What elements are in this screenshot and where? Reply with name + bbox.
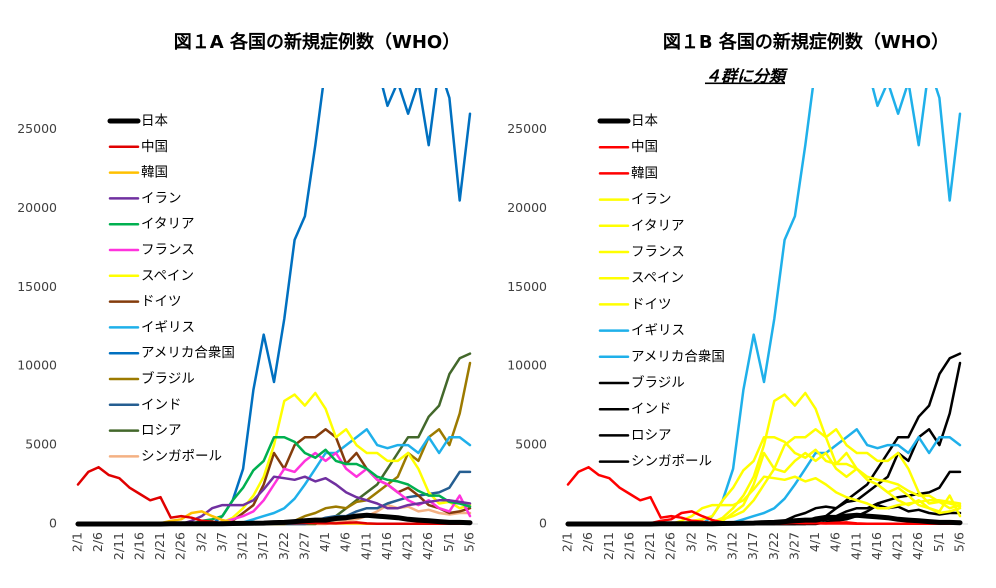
x-tick-label: 5/1	[931, 532, 946, 552]
y-tick-label: 25000	[17, 121, 57, 136]
x-tick-label: 4/21	[400, 532, 415, 560]
series-line	[565, 512, 963, 527]
y-tick-label: 0	[539, 516, 547, 531]
x-tick-label: 2/16	[621, 532, 636, 560]
y-tick-label: 10000	[17, 358, 57, 373]
legend-label: ロシア	[631, 427, 672, 443]
x-tick-label: 3/17	[255, 532, 270, 560]
legend-label: 韓国	[141, 165, 168, 181]
x-tick-label: 3/12	[235, 532, 250, 560]
x-tick-label: 4/26	[910, 532, 925, 560]
x-tick-label: 3/17	[745, 532, 760, 560]
x-tick-label: 5/6	[462, 532, 477, 552]
legend-label: イギリス	[141, 319, 195, 335]
x-tick-label: 4/11	[358, 532, 373, 560]
x-tick-label: 2/16	[131, 532, 146, 560]
x-tick-label: 5/6	[952, 532, 967, 552]
legend-label: スペイン	[141, 268, 194, 284]
y-tick-label: 5000	[25, 437, 57, 452]
legend-label: 中国	[141, 139, 168, 155]
legend-label: フランス	[141, 242, 195, 258]
x-tick-label: 3/7	[704, 532, 719, 552]
legend-label: インド	[631, 401, 672, 417]
x-tick-label: 3/2	[683, 532, 698, 552]
chart-subtitle: ４群に分類	[705, 67, 788, 86]
legend-label: アメリカ合衆国	[631, 349, 725, 365]
x-tick-label: 2/26	[173, 532, 188, 560]
y-tick-label: 20000	[507, 200, 547, 215]
legend-label: イタリア	[141, 216, 194, 232]
legend-label: ブラジル	[631, 374, 685, 391]
x-tick-label: 2/21	[152, 532, 167, 560]
legend-label: 日本	[141, 113, 168, 129]
x-tick-label: 3/2	[193, 532, 208, 552]
x-tick-label: 4/26	[420, 532, 435, 560]
x-tick-label: 2/1	[70, 532, 85, 552]
x-tick-label: 4/1	[317, 532, 332, 552]
legend-label: ドイツ	[141, 294, 182, 310]
y-tick-label: 0	[49, 516, 57, 531]
y-tick-label: 25000	[507, 121, 547, 136]
x-tick-label: 4/11	[848, 532, 863, 560]
y-tick-label: 15000	[507, 279, 547, 294]
legend-label: ブラジル	[141, 370, 195, 387]
legend-label: イギリス	[631, 323, 685, 339]
x-tick-label: 4/21	[890, 532, 905, 560]
legend-label: イタリア	[631, 218, 684, 234]
x-tick-label: 3/12	[725, 532, 740, 560]
legend-label: アメリカ合衆国	[141, 345, 235, 361]
series-line	[76, 435, 472, 526]
legend-label: フランス	[631, 244, 685, 260]
y-tick-label: 15000	[17, 279, 57, 294]
chart-title: 図１B 各国の新規症例数（WHO）	[663, 31, 949, 53]
legend-label: ロシア	[141, 423, 182, 439]
x-tick-label: 3/27	[786, 532, 801, 560]
x-tick-label: 2/1	[560, 532, 575, 552]
x-tick-label: 4/1	[807, 532, 822, 552]
x-tick-label: 4/6	[338, 532, 353, 552]
y-tick-label: 5000	[515, 437, 547, 452]
x-tick-label: 2/11	[601, 532, 616, 560]
x-tick-label: 4/6	[828, 532, 843, 552]
x-tick-label: 3/22	[276, 532, 291, 560]
plot-area	[565, 88, 963, 527]
y-tick-label: 20000	[17, 200, 57, 215]
x-tick-label: 4/16	[869, 532, 884, 560]
legend-label: 韓国	[631, 165, 658, 181]
x-tick-label: 3/27	[296, 532, 311, 560]
legend-label: 日本	[631, 113, 659, 129]
x-tick-label: 2/6	[90, 532, 105, 552]
x-tick-label: 2/21	[642, 532, 657, 560]
plot-area	[75, 88, 473, 527]
x-tick-label: 2/6	[580, 532, 595, 552]
x-tick-label: 2/26	[663, 532, 678, 560]
legend-label: シンガポール	[141, 448, 222, 464]
x-tick-label: 4/16	[379, 532, 394, 560]
series-line	[566, 470, 962, 526]
legend-label: 中国	[631, 139, 658, 155]
x-tick-label: 3/22	[766, 532, 781, 560]
legend-label: イラン	[631, 192, 672, 208]
x-tick-label: 5/1	[441, 532, 456, 552]
legend-label: ドイツ	[631, 296, 672, 312]
series-line	[75, 512, 473, 527]
series-line	[566, 435, 962, 526]
series-line	[76, 470, 472, 526]
legend-label: スペイン	[631, 270, 684, 286]
x-tick-label: 2/11	[111, 532, 126, 560]
x-tick-label: 3/7	[214, 532, 229, 552]
legend-label: インド	[141, 397, 182, 413]
chart-title: 図１A 各国の新規症例数（WHO）	[174, 31, 460, 53]
legend-label: イラン	[141, 190, 182, 206]
y-tick-label: 10000	[507, 358, 547, 373]
legend-label: シンガポール	[631, 454, 712, 470]
